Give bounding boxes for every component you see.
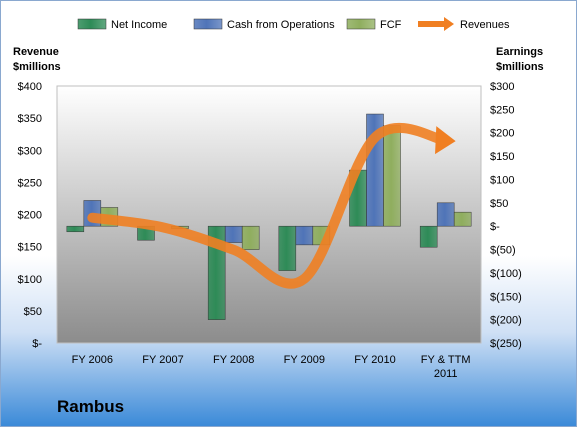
x-tick-label: FY 2008 xyxy=(213,354,254,366)
company-name: Rambus xyxy=(57,397,125,416)
left-axis-tick-label: $250 xyxy=(18,177,42,189)
x-tick-label: FY 2006 xyxy=(72,354,113,366)
revenues-arrowhead xyxy=(435,126,456,155)
left-axis-tick-label: $100 xyxy=(18,274,42,286)
left-axis-tick-label: $150 xyxy=(18,242,42,254)
x-tick-label: FY 2010 xyxy=(354,354,395,366)
right-axis-tick-label: $(100) xyxy=(490,268,522,280)
x-tick-label: FY 2009 xyxy=(284,354,325,366)
revenues-line xyxy=(87,122,451,289)
bar-fcf xyxy=(453,211,472,227)
left-axis-tick-label: $350 xyxy=(18,113,42,125)
legend-swatch-cash-from-operations xyxy=(193,18,223,30)
bar-fcf xyxy=(383,125,401,227)
left-axis-title-unit: $millions xyxy=(13,61,61,73)
legend-label: Cash from Operations xyxy=(227,19,335,31)
x-tick-label-line2: 2011 xyxy=(434,368,458,380)
right-axis-tick-label: $300 xyxy=(490,81,514,93)
x-tick-label: FY 2007 xyxy=(142,354,183,366)
legend-swatch-fcf xyxy=(346,18,376,30)
right-axis-tick-label: $250 xyxy=(490,104,514,116)
right-axis-title-unit: $millions xyxy=(496,61,544,73)
bar-cash-from-operations xyxy=(436,202,455,227)
bar-net-income xyxy=(278,225,297,271)
right-axis-tick-label: $150 xyxy=(490,151,514,163)
legend-label: FCF xyxy=(380,19,402,31)
left-axis-tick-label: $300 xyxy=(18,145,42,157)
bar-fcf xyxy=(241,225,260,250)
right-axis-tick-label: $50 xyxy=(490,198,508,210)
plot-area xyxy=(56,85,482,344)
right-axis-tick-label: $(200) xyxy=(490,315,522,327)
left-axis-tick-label: $400 xyxy=(18,81,42,93)
right-axis-tick-label: $200 xyxy=(490,128,514,140)
bar-net-income xyxy=(419,225,438,248)
right-axis-tick-label: $100 xyxy=(490,174,514,186)
bar-cash-from-operations xyxy=(224,225,243,243)
left-axis-tick-label: $200 xyxy=(18,210,42,222)
left-axis-title: Revenue xyxy=(13,46,59,58)
legend-label: Net Income xyxy=(111,19,167,31)
bar-net-income xyxy=(66,225,85,233)
left-axis-tick-label: $50 xyxy=(24,306,42,318)
right-axis-tick-label: $- xyxy=(490,221,500,233)
right-axis-tick-label: $(150) xyxy=(490,291,522,303)
legend-label: Revenues xyxy=(460,19,510,31)
right-axis-title: Earnings xyxy=(496,46,543,58)
bar-cash-from-operations xyxy=(295,225,314,246)
x-tick-label: FY & TTM xyxy=(421,354,471,366)
legend-swatch-net-income xyxy=(77,18,107,30)
left-axis-tick-label: $- xyxy=(32,338,42,350)
right-axis-tick-label: $(250) xyxy=(490,338,522,350)
right-axis-tick-label: $(50) xyxy=(490,245,516,257)
legend-arrow-revenues xyxy=(444,17,454,31)
